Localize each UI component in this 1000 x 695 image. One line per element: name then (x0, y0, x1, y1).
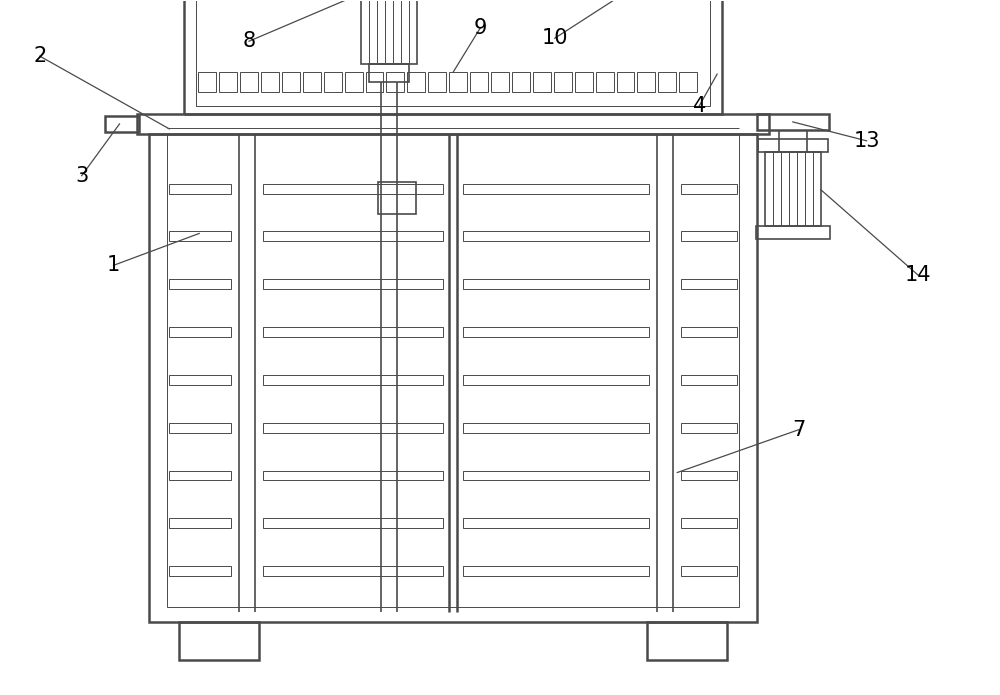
Bar (463, 279, 649, 289)
Bar (681, 518, 737, 528)
Bar (681, 566, 737, 576)
Bar (198, 72, 216, 92)
Bar (263, 279, 443, 289)
Bar (463, 471, 649, 480)
Bar (575, 72, 593, 92)
Text: 13: 13 (853, 131, 880, 151)
Bar (658, 72, 676, 92)
Bar (637, 72, 655, 92)
Bar (428, 72, 446, 92)
Bar (169, 375, 231, 385)
Bar (345, 72, 363, 92)
Bar (184, 0, 722, 114)
Bar (378, 181, 416, 213)
Bar (647, 622, 727, 660)
Bar (167, 134, 739, 607)
Bar (263, 327, 443, 337)
Bar (407, 72, 425, 92)
Bar (169, 518, 231, 528)
Bar (681, 423, 737, 433)
Bar (261, 72, 279, 92)
Bar (463, 566, 649, 576)
Text: 4: 4 (693, 96, 706, 116)
Bar (149, 134, 757, 622)
Bar (463, 423, 649, 433)
Text: 1: 1 (107, 255, 120, 275)
Bar (169, 231, 231, 241)
Bar (219, 72, 237, 92)
Bar (179, 622, 259, 660)
Bar (463, 518, 649, 528)
Bar (533, 72, 551, 92)
Bar (169, 471, 231, 480)
Bar (196, 0, 710, 106)
Bar (463, 183, 649, 194)
Bar (366, 72, 383, 92)
Bar (756, 227, 830, 240)
Bar (282, 72, 300, 92)
Bar (679, 72, 697, 92)
Bar (449, 72, 467, 92)
Bar (263, 471, 443, 480)
Bar (303, 72, 321, 92)
Bar (324, 72, 342, 92)
Bar (263, 231, 443, 241)
Bar (512, 72, 530, 92)
Bar (263, 183, 443, 194)
Bar (681, 279, 737, 289)
Bar (681, 375, 737, 385)
Bar (169, 183, 231, 194)
Bar (681, 231, 737, 241)
Bar (470, 72, 488, 92)
Bar (263, 566, 443, 576)
Text: 2: 2 (33, 46, 46, 66)
Text: 7: 7 (792, 420, 805, 440)
Bar (240, 72, 258, 92)
Bar (758, 139, 828, 152)
Bar (757, 114, 829, 130)
Text: 10: 10 (542, 28, 568, 48)
Bar (263, 518, 443, 528)
Text: 14: 14 (905, 265, 932, 285)
Bar (369, 64, 409, 82)
Bar (463, 327, 649, 337)
Text: 9: 9 (473, 18, 487, 38)
Bar (765, 152, 821, 227)
Bar (169, 327, 231, 337)
Bar (169, 423, 231, 433)
Bar (169, 566, 231, 576)
Bar (681, 183, 737, 194)
Bar (554, 72, 572, 92)
Bar (596, 72, 614, 92)
Bar (681, 471, 737, 480)
Bar (105, 116, 139, 132)
Text: 8: 8 (242, 31, 256, 51)
Bar (617, 72, 634, 92)
Bar (681, 327, 737, 337)
Bar (361, 0, 417, 64)
Bar (263, 375, 443, 385)
Bar (263, 423, 443, 433)
Bar (463, 231, 649, 241)
Bar (137, 114, 769, 134)
Bar (169, 279, 231, 289)
Bar (386, 72, 404, 92)
Bar (463, 375, 649, 385)
Bar (491, 72, 509, 92)
Text: 3: 3 (75, 165, 88, 186)
